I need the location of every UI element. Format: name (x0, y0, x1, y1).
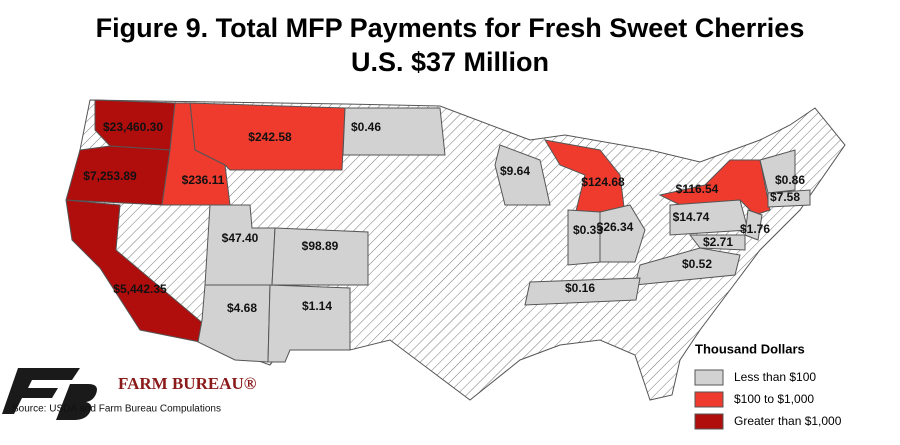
logo: FARM BUREAU® (2, 368, 257, 420)
state-value-label: $0.16 (565, 281, 595, 295)
legend-label: $100 to $1,000 (734, 392, 814, 406)
state-value-label: $5,442.35 (113, 282, 167, 296)
state-value-label: $7.58 (770, 190, 800, 204)
state-value-label: $0.33 (573, 223, 603, 237)
state-value-label: $242.58 (248, 130, 292, 144)
legend-swatch (694, 391, 724, 408)
state (744, 209, 763, 241)
state (688, 234, 746, 251)
legend-label: Greater than $1,000 (734, 414, 842, 428)
state-value-label: $0.86 (775, 173, 805, 187)
state (494, 144, 551, 206)
state (161, 102, 231, 206)
state-value-label: $1.76 (740, 222, 770, 236)
state-value-label: $26.34 (597, 220, 634, 234)
state-value-label: $0.46 (351, 120, 381, 134)
state-value-label: $23,460.30 (103, 120, 163, 134)
legend-label: Less than $100 (734, 370, 816, 384)
state-value-label: $1.14 (302, 299, 332, 313)
source: Source: USDA and Farm Bureau Compulation… (12, 404, 221, 415)
state (267, 284, 351, 363)
state (759, 149, 796, 194)
subtitle: U.S. $37 Million (351, 47, 549, 77)
state-value-label: $124.68 (581, 175, 625, 189)
state-value-label: $14.74 (673, 210, 710, 224)
state-value-label: $4.68 (227, 301, 257, 315)
title: Figure 9. Total MFP Payments for Fresh S… (96, 13, 805, 43)
state-value-label: $7,253.89 (83, 169, 137, 183)
state (567, 209, 601, 266)
state (271, 227, 369, 286)
state (767, 189, 811, 208)
state-value-label: $236.11 (182, 173, 225, 187)
state (599, 204, 646, 263)
state-value-label: $98.89 (302, 239, 339, 253)
logo-text: FARM BUREAU® (118, 374, 257, 393)
legend-title: Thousand Dollars (695, 341, 805, 356)
state-value-label: $2.71 (703, 235, 733, 249)
state (197, 284, 271, 363)
legend-swatch (694, 369, 724, 386)
state (342, 107, 446, 156)
state (524, 277, 641, 306)
state-value-label: $9.64 (500, 164, 530, 178)
state-value-label: $0.52 (682, 257, 712, 271)
legend-swatch (694, 413, 724, 430)
state-value-label: $47.40 (222, 231, 259, 245)
state-value-label: $116.54 (676, 182, 719, 196)
